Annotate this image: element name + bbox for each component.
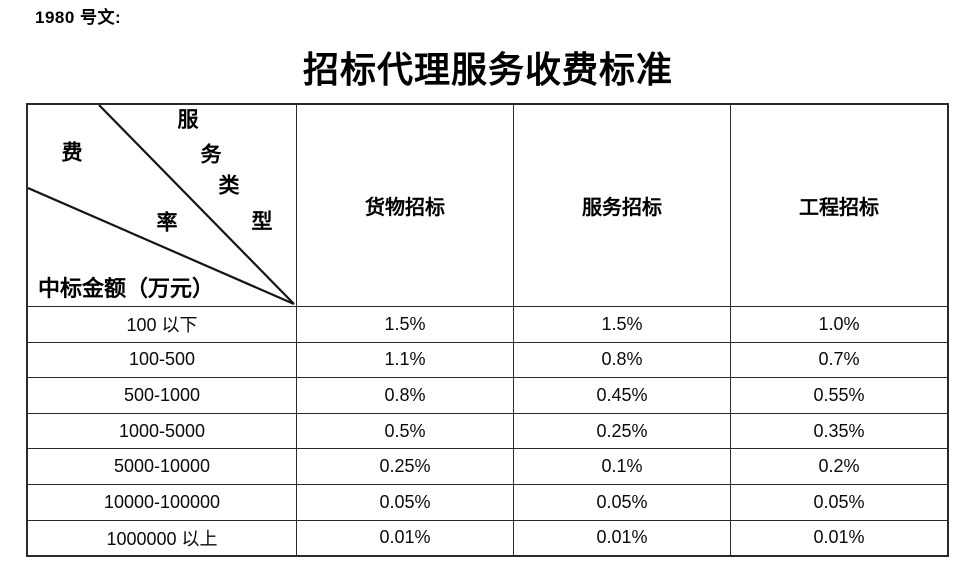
table-row: 1000-5000 0.5% 0.25% 0.35% — [26, 412, 949, 450]
service-rate-cell: 0.01% — [513, 519, 731, 557]
goods-rate-cell: 0.8% — [296, 377, 514, 414]
corner-type-char-1: 服 — [177, 107, 199, 132]
engineering-rate-cell: 0.55% — [730, 377, 949, 414]
corner-type-char-4: 型 — [251, 209, 273, 234]
amount-range-cell: 1000000 以上 — [26, 519, 297, 557]
service-rate-cell: 0.25% — [513, 412, 731, 450]
engineering-rate-cell: 0.2% — [730, 448, 949, 485]
service-rate-cell: 0.1% — [513, 448, 731, 485]
table-row: 10000-100000 0.05% 0.05% 0.05% — [26, 483, 949, 521]
goods-rate-cell: 1.5% — [296, 306, 514, 343]
column-header-engineering: 工程招标 — [730, 103, 949, 307]
amount-range-cell: 100 以下 — [26, 306, 297, 343]
document-ref-label: 1980 号文: — [35, 8, 122, 27]
service-rate-cell: 0.05% — [513, 483, 731, 521]
corner-rate-char-1: 费 — [61, 140, 83, 165]
column-header-goods: 货物招标 — [296, 103, 514, 307]
amount-range-cell: 10000-100000 — [26, 483, 297, 521]
page-title: 招标代理服务收费标准 — [302, 50, 673, 90]
amount-range-cell: 500-1000 — [26, 377, 297, 414]
column-header-service: 服务招标 — [513, 103, 731, 307]
corner-amount-axis-label: 中标金额（万元） — [38, 276, 215, 301]
service-rate-cell: 0.45% — [513, 377, 731, 414]
table-row: 100-500 1.1% 0.8% 0.7% — [26, 341, 949, 379]
fee-standard-table: 费 率 服 务 类 型 中标金额（万元） 货物招标 服务招标 工程招标 100 … — [26, 103, 949, 558]
corner-header-cell: 费 率 服 务 类 型 中标金额（万元） — [26, 103, 297, 307]
corner-type-char-3: 类 — [218, 173, 240, 198]
engineering-rate-cell: 0.35% — [730, 412, 949, 450]
goods-rate-cell: 1.1% — [296, 341, 514, 379]
amount-range-cell: 5000-10000 — [26, 448, 297, 485]
table-row: 500-1000 0.8% 0.45% 0.55% — [26, 377, 949, 414]
engineering-rate-cell: 0.05% — [730, 483, 949, 521]
engineering-rate-cell: 1.0% — [730, 306, 949, 343]
engineering-rate-cell: 0.7% — [730, 341, 949, 379]
corner-rate-char-2: 率 — [156, 210, 178, 235]
engineering-rate-cell: 0.01% — [730, 519, 949, 557]
amount-range-cell: 1000-5000 — [26, 412, 297, 450]
service-rate-cell: 0.8% — [513, 341, 731, 379]
goods-rate-cell: 0.05% — [296, 483, 514, 521]
corner-type-char-2: 务 — [200, 142, 222, 167]
table-row: 100 以下 1.5% 1.5% 1.0% — [26, 306, 949, 343]
goods-rate-cell: 0.5% — [296, 412, 514, 450]
diagonal-divider-lines — [28, 105, 295, 306]
amount-range-cell: 100-500 — [26, 341, 297, 379]
table-header-row: 费 率 服 务 类 型 中标金额（万元） 货物招标 服务招标 工程招标 — [26, 103, 949, 307]
service-rate-cell: 1.5% — [513, 306, 731, 343]
goods-rate-cell: 0.01% — [296, 519, 514, 557]
table-row: 5000-10000 0.25% 0.1% 0.2% — [26, 448, 949, 485]
table-row: 1000000 以上 0.01% 0.01% 0.01% — [26, 519, 949, 557]
goods-rate-cell: 0.25% — [296, 448, 514, 485]
